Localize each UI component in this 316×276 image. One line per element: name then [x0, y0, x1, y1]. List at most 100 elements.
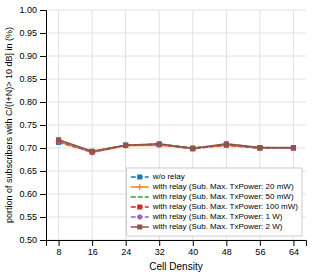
tick-label: 56 — [255, 247, 265, 257]
tick-label: 48 — [222, 247, 232, 257]
marker-group — [224, 143, 228, 147]
marker-group — [191, 147, 195, 151]
marker — [123, 143, 127, 147]
marker — [124, 143, 128, 147]
marker — [258, 146, 262, 150]
marker-group — [291, 146, 295, 150]
marker — [223, 142, 229, 148]
tick-mark — [40, 148, 46, 149]
marker-group — [157, 142, 161, 146]
legend-marker — [138, 175, 142, 179]
tick-mark — [40, 125, 46, 126]
series — [56, 139, 297, 156]
marker — [257, 145, 263, 151]
tick-label: 32 — [155, 247, 165, 257]
marker — [90, 150, 94, 154]
tick-mark — [40, 194, 46, 195]
legend-marker — [138, 205, 142, 209]
tick-mark — [293, 240, 294, 246]
tick: 0.85 — [19, 74, 46, 84]
series — [57, 139, 296, 155]
tick: 64 — [289, 240, 299, 257]
legend-item: w/o relay — [131, 172, 185, 181]
tick-label: 0.60 — [19, 189, 37, 199]
tick-label: 0.75 — [19, 120, 37, 130]
marker-group — [123, 143, 127, 147]
tick-label: 1.00 — [19, 5, 37, 15]
tick-label: 24 — [121, 247, 131, 257]
marker — [56, 139, 62, 145]
grid-line — [46, 33, 306, 34]
grid-line — [46, 10, 306, 11]
marker-group — [258, 146, 262, 150]
tick-label: 40 — [188, 247, 198, 257]
y-axis: 0.500.550.600.650.700.750.800.850.900.95… — [19, 5, 46, 245]
marker — [157, 142, 161, 146]
legend-marker — [138, 225, 142, 229]
legend-label: with relay (Sub. Max. TxPower: 100 mW) — [152, 202, 299, 211]
legend-label: with relay (Sub. Max. TxPower: 1 W) — [152, 212, 283, 221]
tick-mark — [92, 240, 93, 246]
tick: 0.50 — [19, 235, 46, 245]
marker — [191, 146, 195, 150]
series — [56, 138, 295, 153]
legend-marker-group — [138, 175, 142, 179]
tick-label: 0.85 — [19, 74, 37, 84]
marker — [89, 150, 95, 156]
marker-group — [257, 145, 263, 151]
marker — [157, 142, 161, 146]
tick: 56 — [255, 240, 265, 257]
tick-mark — [40, 56, 46, 57]
tick-label: 16 — [88, 247, 98, 257]
marker — [90, 150, 94, 154]
tick: 0.75 — [19, 120, 46, 130]
tick-label: 0.80 — [19, 97, 37, 107]
axis-line — [47, 241, 307, 247]
tick: 40 — [188, 240, 198, 257]
tick-label: 0.50 — [19, 235, 37, 245]
marker — [90, 149, 94, 153]
legend-marker-group — [137, 184, 143, 190]
legend-marker-group — [138, 215, 142, 219]
tick-mark — [260, 240, 261, 246]
marker-group — [191, 146, 195, 150]
marker-group — [90, 150, 94, 154]
tick-mark — [226, 240, 227, 246]
tick-label: 8 — [57, 247, 62, 257]
marker — [191, 146, 195, 150]
marker-group — [90, 149, 94, 153]
grid-line — [46, 56, 306, 57]
marker — [224, 142, 228, 146]
legend-item: with relay (Sub. Max. TxPower: 1 W) — [131, 212, 283, 221]
marker-group — [157, 142, 161, 146]
tick: 0.95 — [19, 28, 46, 38]
tick-label: 0.70 — [19, 143, 37, 153]
x-axis: 8 16 24 32 40 48 56 64 — [47, 240, 307, 257]
tick: 48 — [222, 240, 232, 257]
legend-item: with relay (Sub. Max. TxPower: 50 mW) — [131, 192, 294, 201]
marker-group — [258, 146, 262, 150]
tick: 8 — [57, 240, 62, 257]
grid-line — [46, 125, 306, 126]
tick-label: 64 — [289, 247, 299, 257]
marker — [191, 147, 195, 151]
tick-mark — [40, 79, 46, 80]
marker — [291, 146, 295, 150]
legend-item: with relay (Sub. Max. TxPower: 100 mW) — [131, 202, 299, 211]
marker-group — [157, 143, 161, 147]
tick-mark — [40, 240, 46, 241]
legend-item: with relay (Sub. Max. TxPower: 20 mW) — [131, 182, 294, 191]
marker-group — [223, 142, 229, 148]
tick: 24 — [121, 240, 131, 257]
legend-swatch — [131, 196, 149, 198]
marker-group — [56, 139, 62, 145]
series-group — [56, 138, 297, 156]
marker — [90, 149, 94, 153]
tick-mark — [40, 102, 46, 103]
marker-group — [90, 150, 94, 154]
legend-label: with relay (Sub. Max. TxPower: 20 mW) — [152, 182, 294, 191]
tick: 0.55 — [19, 212, 46, 222]
marker — [157, 143, 161, 147]
legend-label: with relay (Sub. Max. TxPower: 50 mW) — [152, 192, 294, 201]
marker-group — [291, 146, 295, 150]
